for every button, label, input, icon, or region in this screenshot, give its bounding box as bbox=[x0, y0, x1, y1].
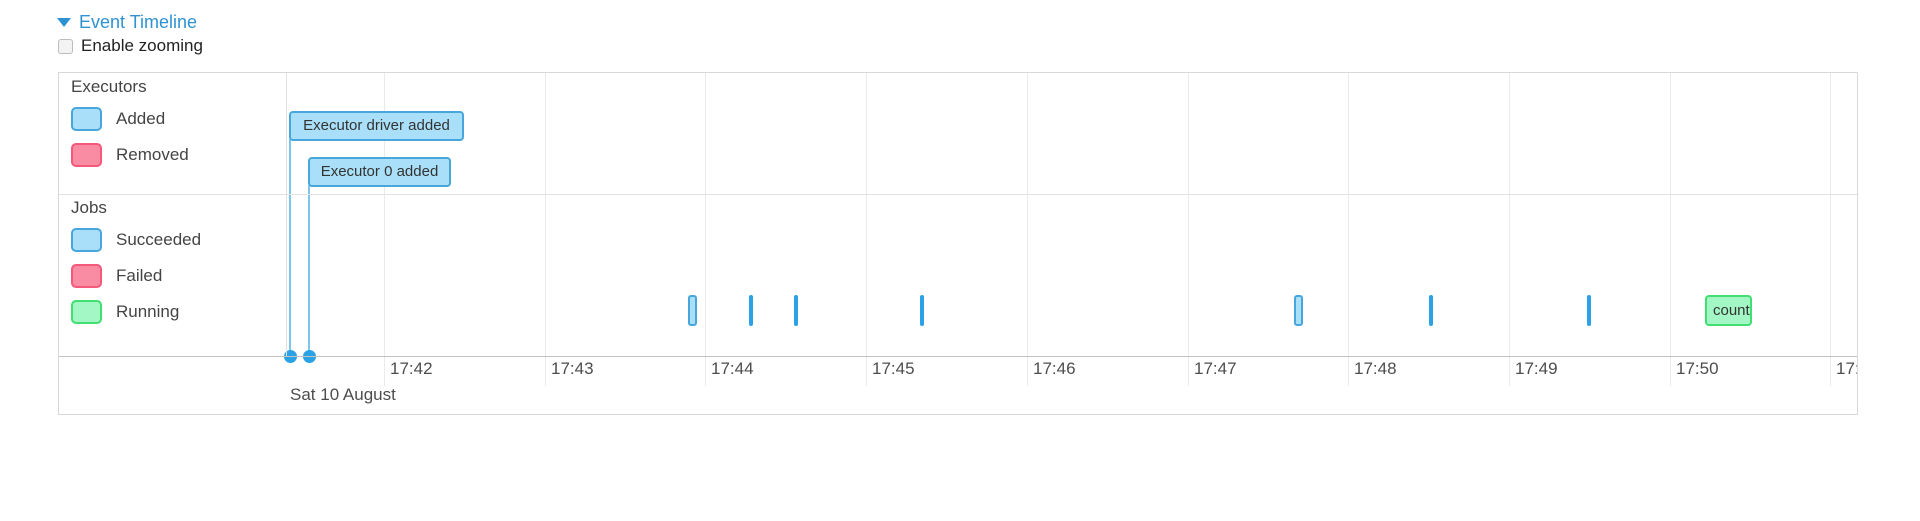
executor-item-stem bbox=[289, 139, 291, 356]
axis-tick-label: 17:46 bbox=[1033, 359, 1076, 378]
legend-entry-label: Added bbox=[116, 109, 166, 128]
gridline bbox=[705, 73, 706, 386]
legend-entry: Running bbox=[71, 300, 201, 324]
job-item-succeeded[interactable] bbox=[688, 295, 697, 326]
legend-entry: Removed bbox=[71, 143, 189, 167]
executor-item-stem bbox=[308, 185, 310, 356]
legend-divider bbox=[286, 73, 287, 356]
gridline bbox=[1509, 73, 1510, 386]
gridline bbox=[1830, 73, 1831, 386]
legend-group-title: Jobs bbox=[71, 198, 107, 217]
timeline-panel: 17:42 17:43 17:44 17:45 17:46 17:47 17:48 17:49… bbox=[58, 72, 1858, 415]
pink-swatch-icon bbox=[71, 264, 102, 288]
chevron-down-icon bbox=[57, 18, 71, 27]
axis-tick-label: 17:50 bbox=[1676, 359, 1719, 378]
axis-date-label: Sat 10 August bbox=[290, 385, 396, 404]
axis-tick-label: 17:51 bbox=[1836, 359, 1857, 378]
legend-entry-label: Succeeded bbox=[116, 230, 202, 249]
gridline bbox=[1027, 73, 1028, 386]
axis-tick-label: 17:45 bbox=[872, 359, 915, 378]
gridline bbox=[1188, 73, 1189, 386]
time-axis-line bbox=[59, 356, 1857, 357]
blue-swatch-icon bbox=[71, 228, 102, 252]
gridline bbox=[1670, 73, 1671, 386]
executor-item[interactable]: Executor 0 added bbox=[308, 157, 451, 187]
axis-tick-label: 17:49 bbox=[1515, 359, 1558, 378]
legend-entry-label: Running bbox=[116, 302, 180, 321]
pink-swatch-icon bbox=[71, 143, 102, 167]
legend-entry: Succeeded bbox=[71, 228, 201, 252]
axis-tick-label: 17:47 bbox=[1194, 359, 1237, 378]
job-item-succeeded[interactable] bbox=[920, 295, 924, 326]
legend-entry-label: Removed bbox=[116, 145, 189, 164]
enable-zooming-label: Enable zooming bbox=[81, 36, 203, 55]
job-item-succeeded[interactable] bbox=[794, 295, 798, 326]
job-item-succeeded[interactable] bbox=[1587, 295, 1591, 326]
enable-zooming-row: Enable zooming bbox=[58, 36, 203, 56]
legend-entry-label: Failed bbox=[116, 266, 163, 285]
timeline-chart[interactable]: 17:42 17:43 17:44 17:45 17:46 17:47 17:48 17:49… bbox=[59, 73, 1857, 414]
event-timeline-toggle[interactable]: Event Timeline bbox=[57, 12, 197, 33]
job-item-succeeded[interactable] bbox=[1429, 295, 1433, 326]
legend-group: Jobs Succeeded Failed Running bbox=[71, 198, 201, 336]
executor-item[interactable]: Executor driver added bbox=[289, 111, 464, 141]
gridline bbox=[545, 73, 546, 386]
lane-divider bbox=[59, 194, 1857, 195]
axis-tick-label: 17:48 bbox=[1354, 359, 1397, 378]
axis-tick-label: 17:44 bbox=[711, 359, 754, 378]
legend-group-title: Executors bbox=[71, 77, 147, 96]
job-item-running[interactable]: count bbox=[1705, 295, 1752, 326]
axis-tick-label: 17:43 bbox=[551, 359, 594, 378]
enable-zooming-checkbox[interactable] bbox=[58, 38, 73, 54]
legend-entry: Failed bbox=[71, 264, 201, 288]
legend-entry: Added bbox=[71, 107, 189, 131]
page-title: Event Timeline bbox=[79, 12, 198, 32]
legend-group: Executors Added Removed bbox=[71, 77, 189, 179]
job-item-succeeded[interactable] bbox=[1294, 295, 1303, 326]
gridline bbox=[384, 73, 385, 386]
job-item-succeeded[interactable] bbox=[749, 295, 753, 326]
green-swatch-icon bbox=[71, 300, 102, 324]
gridline bbox=[866, 73, 867, 386]
blue-swatch-icon bbox=[71, 107, 102, 131]
axis-tick-label: 17:42 bbox=[390, 359, 433, 378]
gridline bbox=[1348, 73, 1349, 386]
